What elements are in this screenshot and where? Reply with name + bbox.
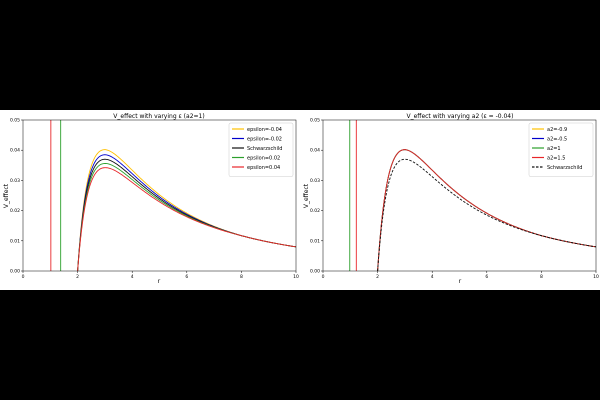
legend-label: a2=-0.9	[547, 127, 567, 133]
series-line	[377, 158, 596, 271]
y-tick-label: 0.03	[310, 178, 320, 184]
chart-title: V_effect with varying ε (a2=1)	[113, 113, 204, 120]
legend-label: epsilon=-0.02	[247, 136, 282, 142]
series-line	[77, 167, 296, 271]
y-tick-label: 0.00	[310, 269, 320, 275]
y-tick-label: 0.05	[10, 118, 20, 124]
y-tick-label: 0.04	[310, 148, 320, 154]
legend-box	[528, 122, 594, 177]
chart-panel-a2: V_effect with varying a2 (ε = -0.04) r V…	[303, 113, 599, 285]
x-tick-label: 8	[540, 274, 543, 280]
axis-ticks: 0 2 4 6 8 10 0.00 0.01 0.02 0.03 0.04 0.05	[310, 118, 599, 281]
y-tick-label: 0.04	[10, 148, 20, 154]
y-tick-label: 0.01	[310, 238, 320, 244]
axis-ticks: 0 2 4 6 8 10 0.00 0.01 0.02 0.03 0.04 0.05	[10, 118, 299, 281]
chart-panel-epsilon: V_effect with varying ε (a2=1) r V_effec…	[3, 113, 299, 285]
legend-label: a2=-0.5	[547, 136, 567, 142]
x-tick-label: 0	[22, 274, 25, 280]
x-tick-label: 2	[76, 274, 79, 280]
x-tick-label: 10	[293, 274, 299, 280]
figure-canvas: V_effect with varying ε (a2=1) r V_effec…	[3, 113, 599, 285]
x-tick-label: 4	[131, 274, 134, 280]
x-axis-label: r	[459, 278, 462, 285]
y-tick-label: 0.02	[310, 208, 320, 214]
legend-label: a2=1	[547, 146, 561, 152]
y-axis-label: V_effect	[303, 183, 310, 208]
legend-label: epsilon=0.04	[247, 165, 280, 171]
legend-box	[228, 122, 294, 177]
y-axis-label: V_effect	[3, 183, 10, 208]
y-tick-label: 0.01	[10, 238, 20, 244]
x-tick-label: 0	[322, 274, 325, 280]
plot-lines	[349, 120, 596, 271]
plot-frame	[322, 119, 597, 272]
legend-label: epsilon=0.02	[247, 155, 280, 161]
figure: V_effect with varying ε (a2=1) r V_effec…	[0, 110, 600, 290]
x-tick-label: 10	[593, 274, 599, 280]
legend-label: a2=1.5	[547, 155, 565, 161]
x-tick-label: 6	[485, 274, 488, 280]
y-tick-label: 0.00	[10, 269, 20, 275]
legend-label: Schwarzschild	[547, 165, 582, 171]
x-axis-label: r	[158, 278, 161, 285]
legend: epsilon=-0.04 epsilon=-0.02 Schwarzschild e…	[228, 122, 294, 177]
x-tick-label: 8	[240, 274, 243, 280]
x-tick-label: 6	[185, 274, 188, 280]
chart-title: V_effect with varying a2 (ε = -0.04)	[407, 113, 514, 120]
y-tick-label: 0.03	[10, 178, 20, 184]
legend-label: epsilon=-0.04	[247, 127, 282, 133]
legend: a2=-0.9 a2=-0.5 a2=1 a2=1.5 Schwarzschild	[528, 122, 594, 177]
legend-label: Schwarzschild	[247, 146, 282, 152]
plot-frame	[22, 119, 297, 272]
x-tick-label: 2	[376, 274, 379, 280]
y-tick-label: 0.02	[10, 208, 20, 214]
plot-lines	[50, 120, 296, 271]
x-tick-label: 4	[431, 274, 434, 280]
y-tick-label: 0.05	[310, 118, 320, 124]
